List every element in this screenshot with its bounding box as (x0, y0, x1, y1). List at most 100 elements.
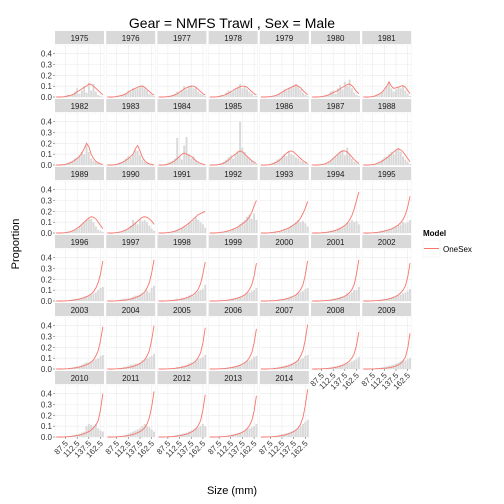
bar-1991-102.5 (173, 230, 176, 233)
strip-2005 (157, 303, 207, 316)
strip-label-1978: 1978 (224, 34, 242, 43)
bar-1980-122.5 (336, 88, 339, 97)
bar-1997-152.5 (146, 290, 148, 301)
strip-label-2009: 2009 (378, 306, 396, 315)
bar-1979-117.5 (283, 89, 286, 97)
bar-1985-162.5 (253, 162, 256, 165)
bar-1990-112.5 (127, 227, 130, 233)
bar-2002-157.5 (404, 292, 407, 301)
bar-1992-137.5 (241, 222, 244, 233)
bar-1994-137.5 (343, 225, 346, 233)
plot-area-2001 (310, 248, 361, 302)
bar-1979-137.5 (292, 85, 295, 97)
bar-1989-107.5 (73, 229, 76, 233)
bar-1985-122.5 (234, 154, 237, 165)
bar-1975-102.5 (71, 93, 74, 97)
bar-1978-167.5 (255, 95, 258, 97)
strip-label-1975: 1975 (71, 34, 89, 43)
bar-1991-142.5 (192, 220, 195, 233)
bar-2011-157.5 (148, 427, 151, 437)
strip-2006 (208, 303, 258, 316)
bar-1994-117.5 (334, 229, 337, 233)
bar-1992-162.5 (253, 213, 256, 233)
bar-1993-147.5 (297, 220, 300, 233)
bar-2014-162.5 (304, 421, 307, 437)
legend-title: Model (423, 229, 446, 238)
bar-2003-152.5 (94, 359, 97, 369)
bar-2005-167.5 (204, 354, 207, 369)
bar-2001-152.5 (350, 292, 353, 301)
facet-panel-1999: 1999 (208, 235, 258, 302)
bar-1976-167.5 (153, 95, 155, 97)
facet-panel-1996: 1996 0.0 0.1 0.20.3 0.4 (41, 235, 105, 306)
bar-2013-162.5 (253, 426, 256, 437)
plot-area-2011 (105, 384, 156, 438)
bar-1991-117.5 (180, 227, 183, 233)
bar-1979-102.5 (276, 94, 279, 97)
panel-background-1983 (105, 112, 156, 166)
panel-background-2008 (310, 316, 361, 370)
predicted-line-1983 (107, 144, 155, 166)
bar-2004-142.5 (141, 360, 144, 369)
bar-1995-127.5 (390, 228, 393, 233)
bar-1982-117.5 (78, 155, 81, 165)
bar-1994-157.5 (353, 222, 356, 233)
bar-2014-152.5 (299, 426, 302, 437)
predicted-line-1985 (209, 150, 257, 166)
predicted-line-1984 (158, 152, 206, 166)
plot-area-1976 (105, 44, 156, 98)
facet-panel-1988: 1988 (361, 99, 412, 166)
bar-2002-147.5 (399, 294, 402, 301)
predicted-line-1977 (158, 85, 206, 98)
bar-1987-122.5 (336, 154, 339, 165)
bar-1986-97.5 (274, 161, 276, 165)
bar-2014-122.5 (285, 433, 288, 437)
strip-label-1986: 1986 (275, 102, 293, 111)
bar-1976-117.5 (129, 91, 132, 97)
strip-label-1988: 1988 (378, 102, 396, 111)
plot-area-1991 (157, 180, 207, 234)
bar-2001-142.5 (346, 293, 349, 301)
bar-1987-142.5 (346, 147, 349, 165)
facet-panel-1978: 1978 (208, 31, 258, 98)
bar-2002-132.5 (392, 296, 395, 301)
bar-1975-122.5 (80, 90, 83, 97)
bar-1989-162.5 (99, 230, 102, 233)
strip-1993 (259, 167, 309, 180)
facet-panel-1982: 1982 0.0 0.1 0.20.3 0.4 (41, 99, 105, 170)
bar-1996-142.5 (90, 294, 93, 301)
bar-1991-147.5 (194, 217, 197, 233)
bar-2012-157.5 (199, 426, 202, 437)
plot-area-2005 (157, 316, 207, 370)
bar-1975-152.5 (94, 91, 97, 97)
panel-background-1989 (54, 180, 105, 234)
bar-2000-162.5 (304, 289, 307, 301)
bar-1991-112.5 (178, 228, 181, 233)
facet-panel-2006: 2006 (208, 303, 258, 370)
bar-1986-157.5 (302, 161, 304, 165)
plot-area-1997 (105, 248, 156, 302)
bar-1986-147.5 (297, 158, 300, 165)
bar-2003-127.5 (83, 363, 86, 369)
bar-2006-142.5 (243, 362, 246, 369)
bar-1982-107.5 (73, 158, 76, 165)
bar-1998-122.5 (183, 297, 186, 301)
bar-1987-137.5 (343, 155, 346, 165)
predicted-line-2002 (363, 263, 411, 302)
bar-1987-102.5 (327, 161, 330, 165)
facet-panel-1983: 1983 (105, 99, 156, 166)
predicted-line-2010 (56, 393, 104, 438)
bar-2003-137.5 (87, 362, 90, 369)
plot-area-1986 (259, 112, 310, 166)
bar-2006-157.5 (250, 359, 253, 369)
bar-1991-157.5 (199, 222, 202, 233)
bar-1976-102.5 (122, 93, 125, 97)
bar-2014-137.5 (292, 430, 295, 437)
bar-1999-137.5 (241, 295, 244, 301)
facet-panel-2000: 2000 (259, 235, 310, 302)
bar-1998-142.5 (192, 295, 195, 301)
strip-1975 (55, 31, 104, 44)
bar-1981-147.5 (399, 88, 402, 97)
